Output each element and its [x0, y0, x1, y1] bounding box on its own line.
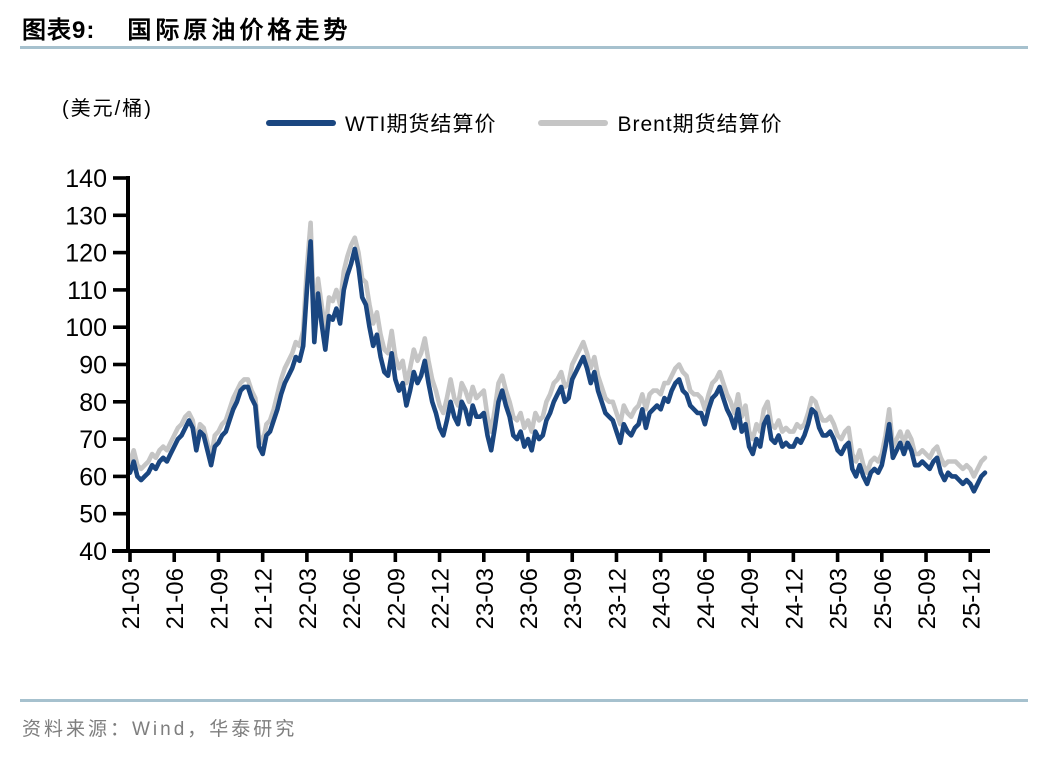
- y-tick-label: 120: [65, 240, 107, 268]
- x-tick-label: 21-03: [118, 568, 145, 629]
- series-line-brent: [127, 220, 988, 479]
- x-tick-label: 25-06: [870, 568, 897, 629]
- title-divider: [20, 46, 1028, 49]
- figure-label: 图表9:: [22, 17, 96, 44]
- x-tick-label: 23-09: [560, 568, 587, 629]
- footer-divider: [20, 699, 1028, 702]
- y-tick-label: 100: [65, 314, 107, 342]
- x-tick-label: 21-12: [251, 568, 278, 629]
- x-tick-label: 21-09: [206, 568, 233, 629]
- y-tick-label: 60: [79, 463, 107, 491]
- series-line-wti: [127, 239, 988, 494]
- x-tick-label: 23-12: [604, 568, 631, 629]
- y-tick-label: 110: [67, 277, 107, 305]
- x-tick-label: 24-06: [693, 568, 720, 629]
- x-tick-label: 24-09: [737, 568, 764, 629]
- x-tick-label: 22-06: [339, 568, 366, 629]
- y-tick-label: 50: [79, 501, 107, 529]
- x-tick-label: 24-12: [781, 568, 808, 629]
- x-tick-label: 23-03: [472, 568, 499, 629]
- x-tick-label: 25-09: [914, 568, 941, 629]
- x-tick-label: 25-12: [958, 568, 985, 629]
- figure-header: 图表9: 国际原油价格走势: [22, 10, 351, 45]
- x-tick-label: 22-03: [295, 568, 322, 629]
- y-tick-label: 130: [65, 202, 107, 230]
- legend-item-wti: WTI期货结算价: [266, 108, 496, 138]
- brent-line-swatch: [538, 120, 609, 126]
- x-tick-label: 25-03: [826, 568, 853, 629]
- y-tick-label: 70: [79, 426, 107, 454]
- y-axis-unit-label: (美元/桶): [62, 98, 153, 120]
- x-tick-label: 22-09: [383, 568, 410, 629]
- x-tick-label: 23-06: [516, 568, 543, 629]
- legend-item-brent: Brent期货结算价: [538, 108, 782, 138]
- y-tick-label: 140: [65, 165, 107, 193]
- wti-line-swatch: [266, 120, 336, 126]
- chart-legend: WTI期货结算价 Brent期货结算价: [266, 108, 783, 138]
- source-note: 资料来源：Wind，华泰研究: [22, 719, 298, 740]
- legend-label-brent: Brent期货结算价: [617, 113, 783, 136]
- page-title: 国际原油价格走势: [127, 17, 352, 44]
- y-tick-label: 40: [79, 538, 107, 566]
- x-tick-label: 24-03: [649, 568, 676, 629]
- x-tick-label: 22-12: [428, 568, 455, 629]
- y-tick-label: 90: [79, 352, 107, 380]
- y-tick-label: 80: [79, 389, 107, 417]
- legend-label-wti: WTI期货结算价: [345, 113, 497, 136]
- x-tick-label: 21-06: [162, 568, 189, 629]
